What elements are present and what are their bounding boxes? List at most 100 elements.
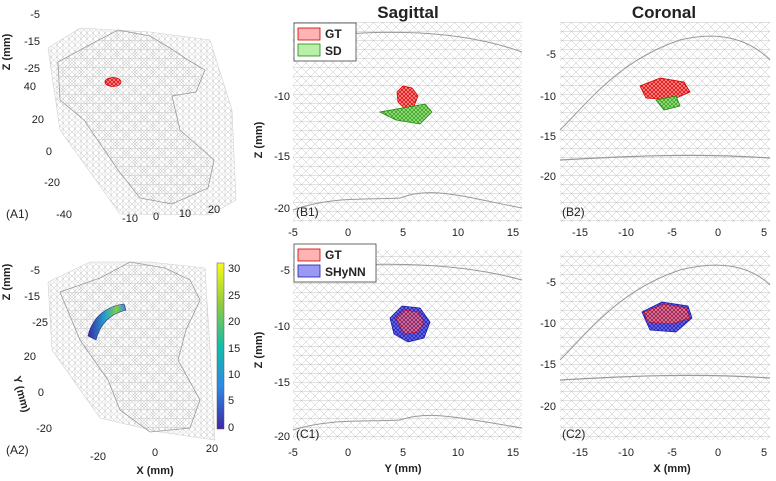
b1-x-tick: 15 xyxy=(507,227,519,239)
b1-y-tick: -10 xyxy=(274,91,290,103)
c2-plot-area xyxy=(560,250,770,440)
a2-z-tick: -5 xyxy=(30,265,40,277)
b2-mesh-contour xyxy=(559,154,771,161)
panel-c2: -5 -10 -15 -20 -15 -10 -5 0 5 X (mm) (C2… xyxy=(540,250,771,475)
b2-x-tick: -5 xyxy=(667,227,677,239)
a1-y-tick: -40 xyxy=(56,209,72,221)
a2-colorbar-tick: 30 xyxy=(228,263,240,275)
panel-a2: Z (mm) -5 -15 -25 Y (mm) 20 0 -20 -20 0 … xyxy=(1,261,240,477)
c2-y-tick: -10 xyxy=(540,318,556,330)
a2-heatmap-region xyxy=(87,303,127,341)
column-title-sagittal: Sagittal xyxy=(377,3,438,22)
c1-legend-swatch-shynn xyxy=(297,264,321,278)
b1-legend-swatch-sd xyxy=(297,43,321,57)
a2-y-tick: 0 xyxy=(38,387,44,399)
c1-legend-label-shynn: SHyNN xyxy=(325,265,366,279)
a2-z-tick: -15 xyxy=(24,291,40,303)
c1-x-tick: 0 xyxy=(345,447,351,459)
a1-y-tick: 20 xyxy=(32,114,44,126)
a2-colorbar-tick: 10 xyxy=(228,369,240,381)
c1-x-tick: -5 xyxy=(288,447,298,459)
c1-y-tick: -5 xyxy=(280,265,290,277)
b2-y-tick: -15 xyxy=(540,131,556,143)
a2-x-label: X (mm) xyxy=(136,465,174,477)
b1-legend-label-gt: GT xyxy=(325,27,342,41)
a2-colorbar xyxy=(216,262,225,430)
b1-y-label: Z (mm) xyxy=(253,121,265,158)
c1-y-tick: -15 xyxy=(274,377,290,389)
a1-y-tick: 0 xyxy=(46,146,52,158)
a1-z-tick: -5 xyxy=(30,9,40,21)
a2-colorbar-tick: 5 xyxy=(228,395,234,407)
a2-y-tick: -20 xyxy=(36,423,52,435)
a2-y-label: Y (mm) xyxy=(10,375,31,414)
b1-panel-label: (B1) xyxy=(296,205,319,219)
b1-x-tick: 0 xyxy=(345,227,351,239)
c1-tumor-gt xyxy=(395,309,425,335)
a1-z-label: Z (mm) xyxy=(1,33,13,70)
b2-y-tick: -5 xyxy=(546,49,556,61)
b1-y-tick: -15 xyxy=(274,151,290,163)
b2-y-tick: -10 xyxy=(540,91,556,103)
a1-tumor-gt xyxy=(104,77,122,87)
b1-x-tick: 5 xyxy=(400,227,406,239)
c1-legend-swatch-gt xyxy=(297,248,321,262)
c1-y-tick: -20 xyxy=(274,431,290,443)
b2-x-tick: -15 xyxy=(572,227,588,239)
panel-c1: Z (mm) -5 -10 -15 -20 -5 0 5 10 15 Y (mm… xyxy=(253,243,523,475)
a2-brain-mesh xyxy=(59,261,201,433)
b1-mesh-contour xyxy=(292,192,523,211)
b2-plot-area xyxy=(560,22,770,222)
c1-y-label: Z (mm) xyxy=(253,331,265,368)
c1-mesh-contour xyxy=(292,414,523,431)
c2-x-tick: -5 xyxy=(667,447,677,459)
b1-y-tick: -20 xyxy=(274,203,290,215)
a2-x-tick: 0 xyxy=(152,447,158,459)
c2-x-label: X (mm) xyxy=(653,463,691,475)
c2-x-tick: 0 xyxy=(715,447,721,459)
c2-y-tick: -15 xyxy=(540,359,556,371)
a1-y-tick: -20 xyxy=(44,177,60,189)
a1-y-tick: 40 xyxy=(24,81,36,93)
c1-legend-label-gt: GT xyxy=(325,248,342,262)
c2-panel-label: (C2) xyxy=(562,427,585,441)
panel-b1: Z (mm) -10 -15 -20 -5 0 5 10 15 (B1) GT … xyxy=(253,22,523,239)
a1-x-tick: 20 xyxy=(208,204,220,216)
c1-x-tick: 15 xyxy=(507,447,519,459)
c1-x-tick: 5 xyxy=(400,447,406,459)
c2-mesh-contour xyxy=(559,264,771,361)
c2-y-tick: -5 xyxy=(546,277,556,289)
a2-colorbar-tick: 15 xyxy=(228,343,240,355)
b1-tumor-gt xyxy=(396,85,419,109)
c1-x-tick: 10 xyxy=(452,447,464,459)
a2-panel-label: (A2) xyxy=(6,443,29,457)
c1-y-tick: -10 xyxy=(274,321,290,333)
panel-a1: Z (mm) -5 -15 -25 40 20 0 -20 -40 -10 0 … xyxy=(1,9,237,225)
b1-tumor-sd xyxy=(378,103,433,125)
a2-colorbar-tick: 25 xyxy=(228,290,240,302)
a2-z-label: Z (mm) xyxy=(1,263,13,300)
a1-z-tick: -15 xyxy=(24,36,40,48)
b1-x-tick: -5 xyxy=(288,227,298,239)
column-title-coronal: Coronal xyxy=(632,3,696,22)
b1-legend-swatch-gt xyxy=(297,27,321,41)
c2-tumor-gt xyxy=(643,303,691,325)
a2-colorbar-tick: 20 xyxy=(228,316,240,328)
c2-x-tick: 5 xyxy=(761,447,767,459)
c1-panel-label: (C1) xyxy=(296,427,319,441)
c1-x-label: Y (mm) xyxy=(384,463,421,475)
a2-x-tick: -20 xyxy=(90,451,106,463)
c2-x-tick: -15 xyxy=(572,447,588,459)
b2-panel-label: (B2) xyxy=(562,205,585,219)
b2-x-tick: 0 xyxy=(715,227,721,239)
a1-x-tick: 10 xyxy=(179,208,191,220)
a1-x-tick: 0 xyxy=(153,211,159,223)
b2-x-tick: 5 xyxy=(761,227,767,239)
b2-tumor-sd xyxy=(655,95,681,111)
b2-x-tick: -10 xyxy=(618,227,634,239)
b1-x-tick: 10 xyxy=(452,227,464,239)
b2-mesh-contour xyxy=(559,35,771,131)
c2-x-tick: -10 xyxy=(618,447,634,459)
a1-x-tick: -10 xyxy=(122,213,138,225)
